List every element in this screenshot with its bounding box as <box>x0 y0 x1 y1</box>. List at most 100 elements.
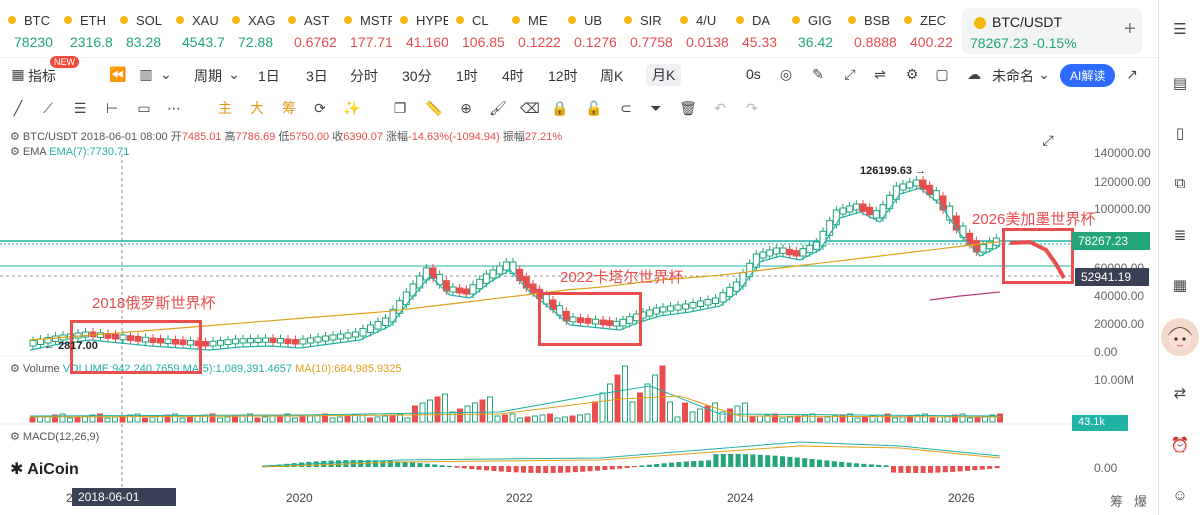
ticker-item[interactable]: SOL 83.28 <box>112 10 168 52</box>
ticker-item[interactable]: BTC 78230 <box>0 10 56 52</box>
main-force-button[interactable]: 主 <box>218 100 232 116</box>
chart-area[interactable]: ⚙ BTC/USDT 2018-06-01 08:00 开7485.01 高77… <box>0 124 1160 515</box>
magic-icon[interactable]: ✨ <box>343 99 361 116</box>
ticker-item[interactable]: SIR 0.7758 <box>616 10 672 52</box>
refresh-icon[interactable]: ⟳ <box>314 99 326 116</box>
chat-icon[interactable]: ☺ <box>1172 486 1188 504</box>
change-label: 涨幅 <box>386 131 409 143</box>
volume-tag: 43.1k <box>1072 415 1128 431</box>
settings-icon[interactable]: ⚙ <box>10 431 23 443</box>
ticker-item[interactable]: ZEC 400.22 <box>896 10 952 52</box>
depth-icon[interactable]: ▦ <box>1172 277 1188 294</box>
chevron-down-icon[interactable]: ⌄ <box>1038 65 1050 82</box>
settings-icon[interactable]: ⚙ <box>10 131 23 143</box>
period-tab[interactable]: 周K <box>600 68 624 84</box>
ticker-item[interactable]: BSB 0.8888 <box>840 10 896 52</box>
ticker-item[interactable]: CL 106.85 <box>448 10 504 52</box>
refresh-interval[interactable]: 0s <box>746 66 761 82</box>
settings-icon[interactable]: ⚙ <box>905 65 919 82</box>
settings-icon[interactable]: ⚙ <box>10 146 23 158</box>
more-tools-icon[interactable]: ⋯ <box>167 99 181 116</box>
brush-icon[interactable]: 🖌 <box>489 99 507 116</box>
ticker-item[interactable]: ME 0.1222 <box>504 10 560 52</box>
period-tab[interactable]: 分时 <box>350 68 378 84</box>
chip-button[interactable]: 筹 <box>282 100 296 116</box>
redo-icon[interactable]: ↷ <box>746 99 758 116</box>
chevron-down-icon[interactable]: ⌄ <box>160 65 172 82</box>
layout-icon[interactable]: ▢ <box>935 65 949 82</box>
share-icon[interactable]: ↗ <box>1126 65 1138 82</box>
zoom-in-icon[interactable]: ⊕ <box>460 99 472 116</box>
x-axis-label-first: 2 <box>66 491 73 505</box>
add-ticker-button[interactable]: + <box>1124 18 1136 40</box>
list-icon[interactable]: ≣ <box>1173 227 1187 244</box>
grid-icon[interactable]: ▦ <box>11 65 25 82</box>
coin-icon <box>792 16 800 24</box>
volume-bar <box>269 415 276 423</box>
settings-icon[interactable]: ⚙ <box>10 363 23 375</box>
lock-icon[interactable]: 🔒 <box>551 99 569 116</box>
ticker-item[interactable]: GIG 36.42 <box>784 10 840 52</box>
period-tab[interactable]: 4时 <box>502 68 524 84</box>
candle-type-icon[interactable]: ▥ <box>139 65 153 82</box>
trend-icon[interactable]: ⧉ <box>1174 174 1186 192</box>
volume-bar <box>667 401 673 423</box>
order-book-icon[interactable]: ▯ <box>1175 125 1185 142</box>
horizontal-line-icon[interactable]: ⊢ <box>105 99 119 116</box>
ticker-item[interactable]: DA 45.33 <box>728 10 784 52</box>
period-tab[interactable]: 1时 <box>456 68 478 84</box>
big-order-button[interactable]: 大 <box>250 100 264 116</box>
ticker-item[interactable]: HYPE 41.160 <box>392 10 448 52</box>
indicator-button[interactable]: 指标 <box>28 68 56 84</box>
candle-body <box>659 306 667 313</box>
trash-icon[interactable]: 🗑 <box>679 99 697 116</box>
menu-icon[interactable]: ☰ <box>1173 21 1187 38</box>
ticker-item[interactable]: XAG 72.88 <box>224 10 280 52</box>
ticker-item[interactable]: UB 0.1276 <box>560 10 616 52</box>
period-menu[interactable]: 周期 <box>194 68 222 84</box>
template-name[interactable]: 未命名 <box>992 68 1034 84</box>
ticker-item[interactable]: XAU 4543.7 <box>168 10 224 52</box>
camera-icon[interactable]: ◎ <box>779 65 793 82</box>
liquidation-toggle[interactable]: 爆 <box>1134 494 1148 509</box>
candle-body <box>766 249 774 257</box>
line-tool-icon[interactable]: ╱ <box>13 99 23 116</box>
rewind-icon[interactable]: ⏪ <box>109 65 127 82</box>
pen-icon[interactable]: ✎ <box>812 65 824 82</box>
undo-icon[interactable]: ↶ <box>714 99 726 116</box>
period-tab[interactable]: 月K <box>646 64 682 86</box>
chevron-down-icon[interactable]: ⌄ <box>228 65 240 82</box>
fullscreen-icon[interactable]: ⤢ <box>1042 131 1054 148</box>
rectangle-tool-icon[interactable]: ▭ <box>137 99 151 116</box>
period-tab[interactable]: 3日 <box>306 68 328 84</box>
alert-icon[interactable]: ⏰ <box>1170 437 1190 454</box>
expand-icon[interactable]: ⤢ <box>844 65 856 82</box>
period-tab[interactable]: 30分 <box>402 68 432 84</box>
parallel-lines-icon[interactable]: ☰ <box>73 99 87 116</box>
period-tab[interactable]: 1日 <box>258 68 280 84</box>
ticker-item[interactable]: AST 0.6762 <box>280 10 336 52</box>
compare-icon[interactable]: ⇌ <box>874 65 886 82</box>
filter-icon[interactable]: ⏷ <box>650 99 662 116</box>
swap-icon[interactable]: ⇄ <box>1173 385 1187 402</box>
copy-icon[interactable]: ❐ <box>393 99 407 116</box>
ray-tool-icon[interactable]: ⟋ <box>43 99 53 116</box>
ticker-item[interactable]: ETH 2316.8 <box>56 10 112 52</box>
ticker-item[interactable]: MSTR 177.71 <box>336 10 392 52</box>
volume-bar <box>607 383 613 423</box>
chip-toggle[interactable]: 筹 <box>1110 494 1124 509</box>
lock-alt-icon[interactable]: 🔓 <box>585 99 603 116</box>
magnet-icon[interactable]: ⊂ <box>620 99 632 116</box>
ai-analysis-button[interactable]: AI解读 <box>1060 64 1116 87</box>
cloud-icon[interactable]: ☁ <box>967 65 981 82</box>
ticker-item[interactable]: 4/U 0.0138 <box>672 10 728 52</box>
ticker-item-active[interactable]: BTC/USDT 78267.23 -0.15% <box>962 8 1142 54</box>
assistant-avatar[interactable] <box>1161 318 1199 356</box>
period-tab[interactable]: 12时 <box>548 68 578 84</box>
book-icon[interactable]: ▤ <box>1172 75 1188 92</box>
eraser-icon[interactable]: ⌫ <box>520 99 540 116</box>
ruler-icon[interactable]: 📏 <box>425 99 443 116</box>
chart-canvas[interactable] <box>0 124 1160 515</box>
coin-icon <box>512 16 520 24</box>
candle-body <box>344 332 352 339</box>
